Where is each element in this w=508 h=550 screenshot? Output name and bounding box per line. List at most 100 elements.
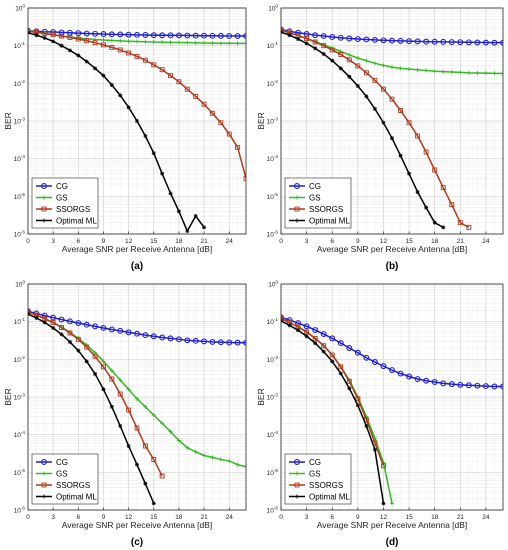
data-point-cg (320, 33, 327, 40)
y-tick-label: 10-3 (14, 393, 26, 402)
chart-panel-3: 0 3 6 9 12 15 18 21 24 100 10-1 10-2 10-3 10-4 10-5 10-… (3, 280, 247, 548)
y-tick-label: 10-5 (267, 468, 279, 477)
data-point-optimal-ml (34, 33, 39, 38)
data-point-gs (235, 462, 240, 467)
data-point-ssorgs (312, 335, 318, 341)
data-point-cg (75, 30, 82, 37)
data-point-cg (414, 38, 421, 45)
data-point-optimal-ml (168, 191, 173, 196)
data-point-optimal-ml (381, 501, 386, 506)
y-tick-label: 10-4 (267, 154, 279, 163)
axes-box (27, 283, 247, 511)
data-point-ssorgs (346, 57, 352, 63)
y-tick-label: 100 (268, 280, 278, 289)
data-point-ssorgs (151, 456, 157, 462)
legend-label: SSORGS (309, 205, 343, 214)
data-point-ssorgs (304, 36, 310, 41)
data-point-cg (465, 382, 472, 389)
data-point-gs (143, 404, 148, 409)
x-tick-label: 0 (279, 514, 283, 521)
legend-marker (294, 206, 300, 212)
data-point-cg (423, 377, 430, 384)
y-tick-label: 10-2 (267, 79, 279, 88)
data-point-optimal-ml (151, 501, 156, 506)
data-point-cg (320, 331, 327, 337)
data-point-ssorgs (109, 376, 115, 382)
chart-panel-2: 0 3 6 9 12 15 18 21 24 100 10-1 10-2 10-3 10-4 10-5 10-… (256, 4, 504, 272)
data-point-gs (176, 438, 181, 443)
data-point-cg (226, 33, 233, 39)
axes-box (280, 7, 504, 235)
data-point-ssorgs (134, 425, 140, 431)
data-point-gs (227, 41, 232, 46)
data-point-optimal-ml (76, 53, 81, 58)
data-point-optimal-ml (347, 386, 352, 391)
data-point-gs (218, 457, 223, 462)
data-point-ssorgs (432, 167, 438, 173)
legend-marker (295, 195, 299, 200)
data-point-gs (501, 71, 503, 76)
data-point-optimal-ml (59, 43, 64, 48)
data-point-gs (390, 65, 394, 70)
x-tick-label: 21 (200, 514, 208, 521)
data-point-cg (159, 334, 166, 341)
legend-label: CG (309, 182, 321, 191)
data-point-gs (168, 40, 173, 45)
data-point-ssorgs (67, 35, 73, 40)
data-point-cg (329, 335, 336, 342)
data-point-cg (184, 32, 191, 39)
data-point-cg (142, 32, 149, 38)
data-point-cg (167, 335, 174, 342)
y-axis-label: BER (3, 112, 13, 129)
data-point-optimal-ml (51, 325, 56, 330)
data-point-optimal-ml (160, 171, 165, 176)
legend-label: Optimal ML (309, 217, 350, 226)
y-tick-label: 10-6 (14, 506, 26, 515)
data-point-cg (92, 323, 99, 330)
data-point-cg (142, 332, 149, 339)
series-line-optimal-ml (28, 313, 155, 504)
data-point-cg (50, 314, 57, 321)
y-axis-label: BER (256, 112, 266, 129)
data-point-cg (100, 31, 107, 37)
legend-label: Optimal ML (56, 493, 97, 502)
data-point-gs (202, 40, 207, 45)
data-point-ssorgs (281, 27, 284, 33)
data-point-cg (482, 39, 489, 46)
data-point-optimal-ml (151, 151, 156, 156)
data-point-ssorgs (457, 220, 463, 226)
data-point-gs (483, 71, 488, 76)
x-axis-label: Average SNR per Receive Antenna [dB] (62, 520, 213, 530)
data-point-gs (202, 453, 207, 458)
data-point-cg (243, 33, 246, 40)
series-line-ssorgs (28, 30, 246, 179)
data-point-ssorgs (159, 67, 165, 73)
data-point-gs (135, 39, 139, 44)
data-point-cg (500, 383, 503, 390)
legend-marker (295, 218, 299, 223)
y-tick-label: 10-2 (14, 79, 26, 88)
panel-label: (d) (386, 537, 399, 548)
x-tick-label: 18 (175, 238, 183, 245)
data-point-cg (337, 340, 344, 347)
data-point-cg (117, 31, 124, 38)
data-point-cg (423, 38, 430, 45)
data-point-ssorgs (117, 47, 123, 53)
data-point-gs (227, 458, 232, 463)
legend-marker (42, 494, 46, 499)
data-point-optimal-ml (355, 83, 360, 88)
data-point-optimal-ml (407, 171, 412, 176)
data-point-gs (466, 70, 471, 75)
data-point-optimal-ml (296, 328, 301, 333)
data-point-optimal-ml (338, 371, 343, 376)
data-point-optimal-ml (381, 120, 386, 125)
data-point-gs (101, 359, 106, 364)
y-axis-label: BER (256, 388, 266, 405)
y-tick-label: 10-1 (267, 41, 279, 50)
data-point-cg (354, 349, 361, 356)
legend-label: SSORGS (309, 481, 343, 490)
data-point-ssorgs (50, 32, 56, 38)
x-tick-label: 12 (125, 514, 133, 521)
data-point-optimal-ml (202, 225, 207, 230)
data-point-ssorgs (381, 86, 386, 92)
